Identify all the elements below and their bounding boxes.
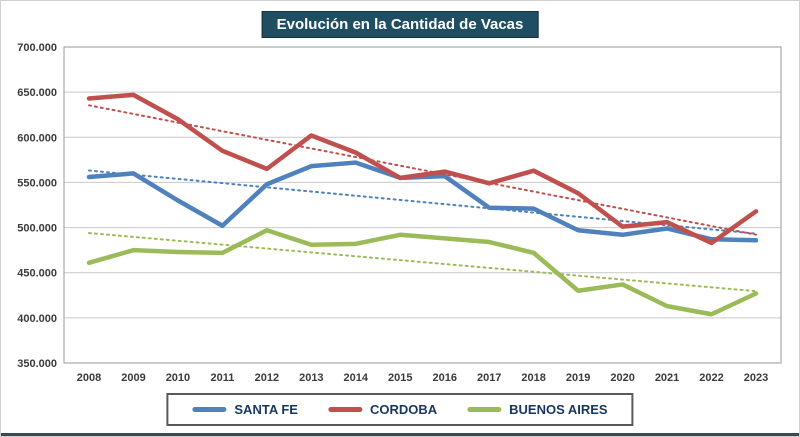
legend-swatch-cordoba (327, 407, 362, 412)
x-axis-tick-label: 2020 (610, 372, 634, 384)
legend-label-cordoba: CORDOBA (369, 402, 438, 417)
x-axis-tick-label: 2011 (210, 372, 234, 384)
y-axis-tick-label: 400.000 (17, 313, 57, 325)
trendline-buenos-aires (88, 232, 757, 293)
x-axis-tick-label: 2015 (388, 372, 412, 384)
x-axis-tick-label: 2022 (699, 372, 723, 384)
y-axis-tick-label: 350.000 (17, 358, 57, 370)
bottom-frame-bar (1, 433, 799, 436)
y-axis-tick-label: 700.000 (17, 42, 57, 54)
legend-item-buenos-aires: BUENOS AIRES (467, 402, 608, 417)
legend-swatch-santa-fe (192, 407, 227, 412)
x-axis-tick-label: 2013 (299, 372, 323, 384)
x-axis-tick-label: 2023 (744, 372, 768, 384)
legend-label-buenos-aires: BUENOS AIRES (509, 402, 608, 417)
trendline-cordoba (88, 104, 757, 236)
chart-title: Evolución en la Cantidad de Vacas (261, 11, 539, 38)
x-axis-tick-label: 2019 (566, 372, 590, 384)
legend-item-santa-fe: SANTA FE (192, 402, 298, 417)
x-axis-tick-label: 2010 (166, 372, 190, 384)
y-axis-tick-label: 650.000 (17, 87, 57, 99)
y-axis-tick-label: 500.000 (17, 223, 57, 235)
y-axis-tick-label: 550.000 (17, 177, 57, 189)
chart-legend: SANTA FE CORDOBA BUENOS AIRES (166, 393, 634, 426)
x-axis-tick-label: 2012 (255, 372, 279, 384)
x-axis-tick-label: 2018 (521, 372, 545, 384)
plot-border (63, 46, 782, 364)
legend-label-santa-fe: SANTA FE (234, 402, 298, 417)
legend-item-cordoba: CORDOBA (327, 402, 438, 417)
x-axis-tick-label: 2008 (77, 372, 101, 384)
x-axis-tick-label: 2021 (655, 372, 679, 384)
plot-area (64, 47, 781, 363)
x-axis-tick-label: 2014 (344, 372, 369, 384)
x-axis-tick-label: 2017 (477, 372, 501, 384)
y-axis-tick-label: 600.000 (17, 132, 57, 144)
x-axis-tick-label: 2016 (432, 372, 456, 384)
series-line-buenos-aires (86, 228, 759, 317)
legend-swatch-buenos-aires (467, 407, 502, 412)
series-line-cordoba (86, 92, 759, 246)
x-axis-tick-label: 2009 (121, 372, 145, 384)
y-axis-tick-label: 450.000 (17, 268, 57, 280)
